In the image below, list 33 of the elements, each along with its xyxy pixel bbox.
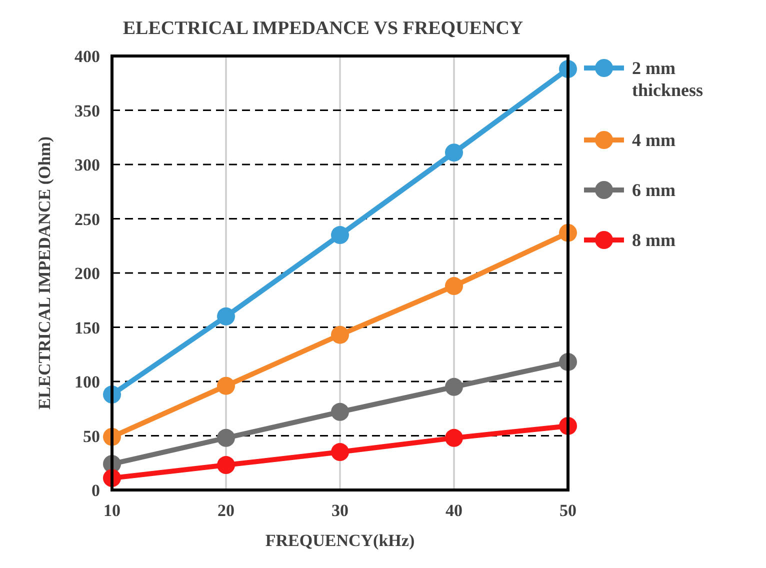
point bbox=[217, 376, 235, 395]
y-axis-title: ELECTRICAL IMPEDANCE (Ohm) bbox=[35, 136, 54, 410]
legend-label: 4 mm bbox=[632, 130, 676, 150]
point bbox=[217, 307, 235, 326]
legend-label: 6 mm bbox=[632, 180, 676, 200]
point bbox=[217, 456, 235, 474]
x-axis-title: FREQUENCY(kHz) bbox=[265, 531, 415, 550]
y-tick-label: 300 bbox=[74, 156, 100, 174]
legend-label: 2 mm thickness bbox=[632, 58, 704, 100]
point bbox=[331, 326, 349, 344]
point bbox=[331, 226, 349, 244]
y-tick-label: 400 bbox=[74, 47, 100, 66]
y-tick-label: 350 bbox=[74, 101, 100, 120]
point bbox=[445, 378, 463, 396]
point bbox=[331, 443, 349, 462]
y-tick-label: 250 bbox=[74, 210, 100, 229]
x-tick-label: 30 bbox=[332, 501, 348, 520]
legend-label: 8 mm bbox=[632, 230, 676, 250]
point bbox=[331, 402, 349, 421]
x-tick-label: 20 bbox=[218, 501, 234, 520]
x-tick-label: 40 bbox=[446, 501, 462, 520]
y-tick-label: 100 bbox=[74, 372, 100, 392]
x-tick-label: 50 bbox=[560, 501, 576, 520]
y-tick-label: 0 bbox=[92, 481, 100, 500]
y-tick-label: 150 bbox=[74, 318, 100, 338]
point bbox=[445, 144, 463, 162]
point bbox=[445, 428, 463, 447]
y-tick-label: 50 bbox=[83, 426, 100, 446]
point bbox=[445, 277, 463, 296]
y-tick-label: 200 bbox=[74, 264, 100, 283]
chart-title: ELECTRICAL IMPEDANCE VS FREQUENCY bbox=[122, 18, 524, 39]
point bbox=[217, 428, 235, 447]
x-tick-label: 10 bbox=[104, 501, 120, 520]
